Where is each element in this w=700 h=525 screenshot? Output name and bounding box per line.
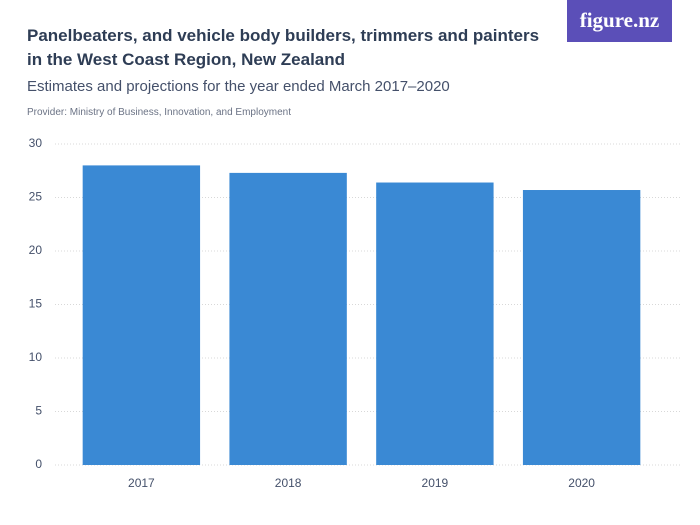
x-tick-label: 2017 bbox=[128, 476, 155, 490]
y-tick-label: 25 bbox=[29, 190, 43, 204]
y-tick-label: 10 bbox=[29, 350, 43, 364]
bar bbox=[376, 182, 494, 465]
logo[interactable]: figure.nz bbox=[567, 0, 672, 42]
y-tick-label: 15 bbox=[29, 297, 43, 311]
x-tick-label: 2020 bbox=[568, 476, 595, 490]
y-tick-label: 5 bbox=[35, 404, 42, 418]
y-tick-label: 20 bbox=[29, 243, 43, 257]
chart-title: Panelbeaters, and vehicle body builders,… bbox=[27, 26, 540, 69]
y-tick-label: 0 bbox=[35, 457, 42, 471]
x-tick-label: 2019 bbox=[422, 476, 449, 490]
bar bbox=[82, 165, 201, 465]
chart-subtitle: Estimates and projections for the year e… bbox=[27, 78, 450, 95]
bar bbox=[522, 190, 641, 465]
bar bbox=[229, 172, 347, 465]
y-tick-label: 30 bbox=[29, 136, 43, 150]
x-tick-label: 2018 bbox=[275, 476, 302, 490]
provider: Provider: Ministry of Business, Innovati… bbox=[27, 107, 292, 118]
